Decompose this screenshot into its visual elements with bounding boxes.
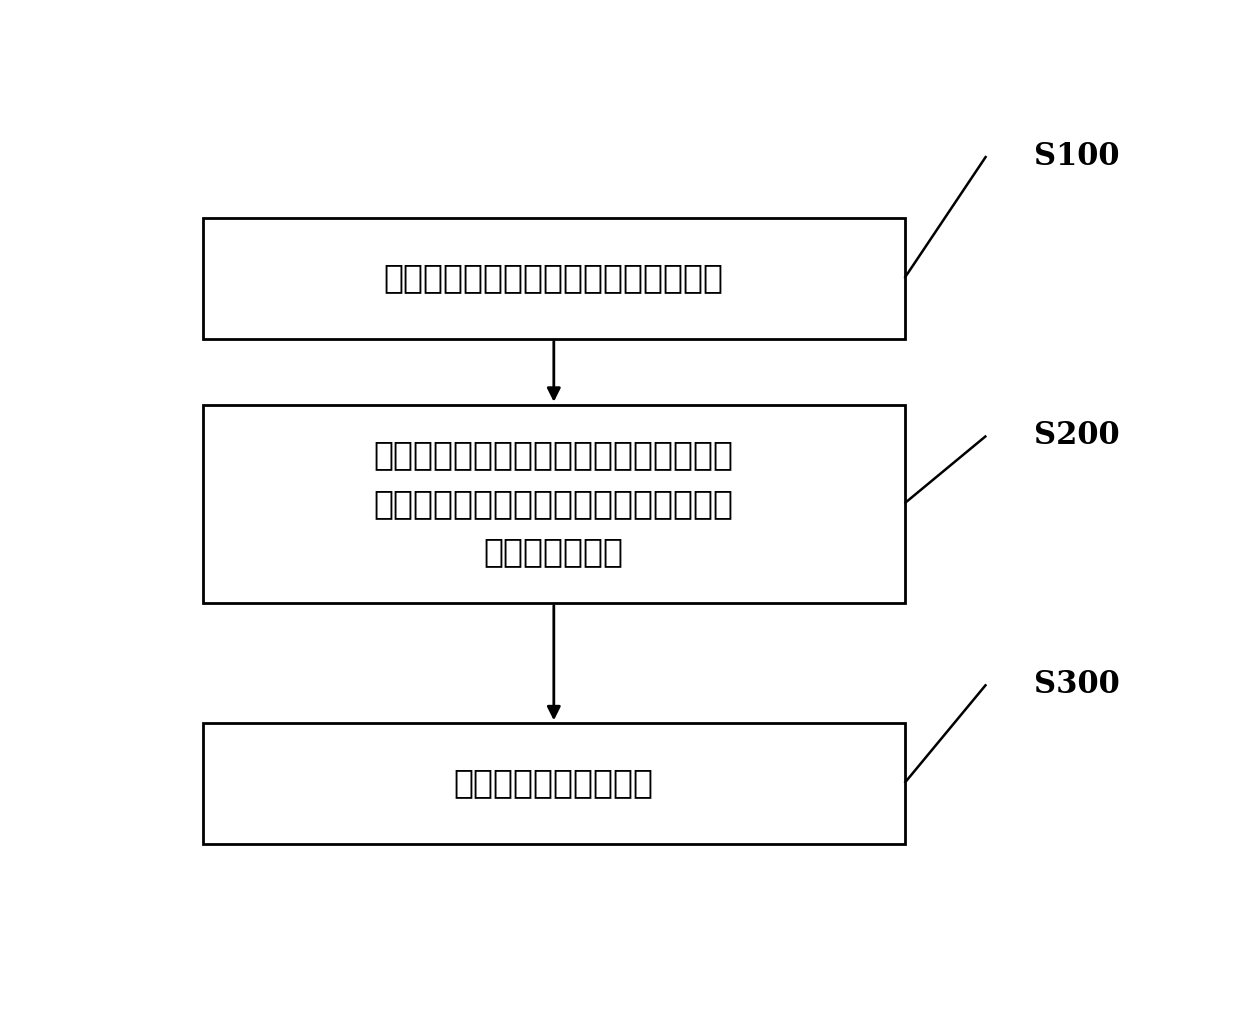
Text: 通过扫描模块扫描疫苗接种单的识别码: 通过扫描模块扫描疫苗接种单的识别码 [384,261,724,295]
Bar [203,723,904,844]
Bar [203,218,904,339]
Text: S300: S300 [1034,669,1120,700]
Bar [203,405,904,602]
Text: S100: S100 [1034,140,1120,172]
Text: 根据识别码中的接种信息，电控锁模块解
锁对应的疫苗存储抽屉，使相应的疫苗存
储抽屉解锁弹出: 根据识别码中的接种信息，电控锁模块解 锁对应的疫苗存储抽屉，使相应的疫苗存 储抽… [373,438,734,568]
Text: S200: S200 [1034,420,1120,451]
Text: 关闭所述疫苗存储抽屉: 关闭所述疫苗存储抽屉 [454,767,653,799]
